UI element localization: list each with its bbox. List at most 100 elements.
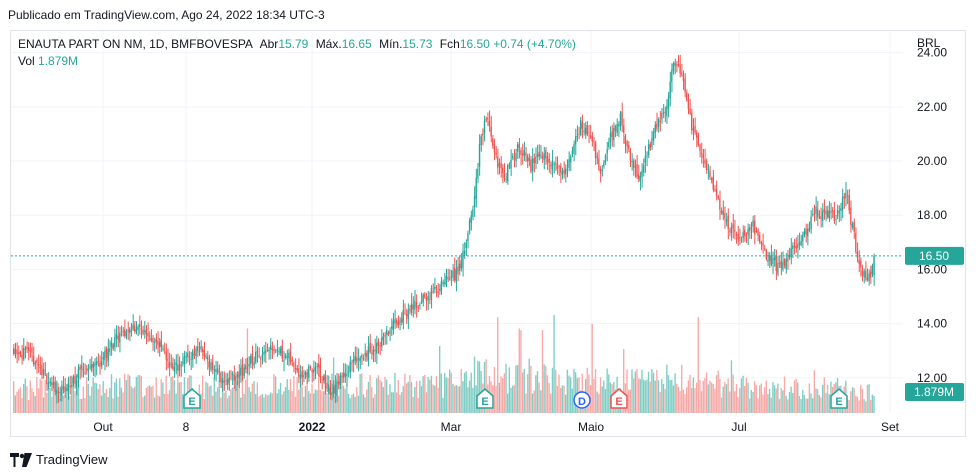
- candle-body: [737, 233, 739, 240]
- candle-body: [621, 111, 623, 126]
- volume-bar: [692, 377, 695, 413]
- candle-body: [482, 133, 484, 136]
- candle-body: [362, 358, 365, 359]
- candle-body: [442, 281, 444, 285]
- volume-bar: [322, 391, 325, 413]
- volume-bar: [530, 365, 532, 413]
- volume-bar: [409, 375, 411, 413]
- candle-body: [210, 362, 212, 370]
- candle-body: [690, 112, 693, 131]
- candle-body: [263, 351, 265, 355]
- candle-body: [669, 81, 671, 99]
- volume-bar: [147, 386, 149, 413]
- candle-body: [480, 136, 482, 145]
- volume-bar: [569, 377, 572, 413]
- time-tick-label: Jul: [731, 420, 746, 434]
- candle-body: [820, 216, 822, 219]
- candle-body: [632, 160, 635, 169]
- volume-bar: [448, 369, 451, 413]
- volume-bar: [531, 393, 534, 413]
- volume-bar: [677, 386, 680, 413]
- candle-body: [92, 363, 94, 368]
- volume-bar: [62, 395, 65, 413]
- candle-body: [85, 369, 88, 371]
- candle-body: [858, 259, 860, 264]
- volume-bar: [477, 361, 479, 413]
- volume-bar: [381, 381, 383, 413]
- volume-bar: [498, 382, 501, 413]
- candle-body: [568, 159, 570, 168]
- candle-body: [520, 149, 522, 155]
- volume-bar: [656, 369, 658, 413]
- candle-body: [274, 350, 277, 352]
- volume-bar: [644, 380, 646, 413]
- volume-bar: [14, 395, 17, 413]
- volume-bar: [861, 388, 864, 413]
- volume-bar: [404, 373, 406, 413]
- volume-bar: [220, 397, 222, 413]
- candle-body: [773, 257, 776, 261]
- volume-bar: [397, 379, 399, 413]
- volume-bar: [500, 376, 502, 413]
- candle-body: [563, 169, 565, 174]
- volume-bar: [178, 382, 181, 413]
- candle-body: [473, 196, 476, 208]
- volume-bar: [414, 387, 416, 413]
- volume-bar: [352, 393, 355, 413]
- candle-body: [357, 358, 360, 361]
- candle-body: [656, 123, 658, 130]
- event-label: E: [615, 396, 622, 408]
- candle-body: [279, 348, 282, 354]
- earnings-marker: E: [610, 388, 628, 409]
- volume-bar: [810, 393, 812, 413]
- volume-bar: [700, 391, 703, 413]
- volume-bar: [608, 374, 610, 413]
- candle-body: [100, 361, 103, 367]
- volume-bar: [782, 390, 784, 413]
- candle-body: [526, 155, 529, 162]
- volume-bar: [571, 388, 573, 413]
- volume-bar: [52, 381, 55, 413]
- volume-bar: [511, 385, 514, 413]
- candle-body: [462, 251, 464, 269]
- volume-bar: [445, 377, 448, 413]
- candle-body: [530, 159, 532, 172]
- volume-bar: [429, 379, 431, 413]
- candle-body: [82, 368, 84, 371]
- candle-body: [684, 78, 686, 93]
- volume-bar: [812, 398, 814, 413]
- candle-body: [318, 363, 320, 368]
- candle-body: [646, 155, 648, 157]
- volume-bar: [298, 389, 300, 413]
- candle-body: [649, 143, 651, 149]
- volume-bar: [311, 384, 313, 413]
- candle-body: [594, 142, 597, 159]
- candle-body: [47, 382, 50, 384]
- candle-body: [261, 354, 264, 358]
- volume-bar: [802, 390, 804, 413]
- volume-bar: [485, 359, 487, 413]
- volume-bar: [308, 391, 310, 413]
- candle-body: [390, 326, 393, 329]
- candle-body: [565, 168, 567, 175]
- candle-body: [661, 112, 663, 120]
- volume-bar: [797, 382, 799, 413]
- volume-bar: [662, 383, 665, 413]
- volume-bar: [334, 396, 336, 413]
- candle-body: [629, 150, 632, 161]
- candle-body: [500, 162, 502, 169]
- candle-body: [412, 304, 414, 310]
- earnings-icon: [183, 388, 201, 409]
- candle-body: [598, 158, 600, 170]
- candle-body: [545, 150, 547, 159]
- volume-bar: [140, 376, 142, 413]
- candle-body: [165, 351, 167, 360]
- volume-bar: [561, 385, 564, 413]
- candle-body: [503, 172, 506, 179]
- volume-bar: [158, 396, 161, 413]
- candle-body: [695, 132, 698, 138]
- volume-bar: [593, 378, 595, 413]
- candle-body: [31, 348, 33, 353]
- volume-bar: [165, 375, 167, 413]
